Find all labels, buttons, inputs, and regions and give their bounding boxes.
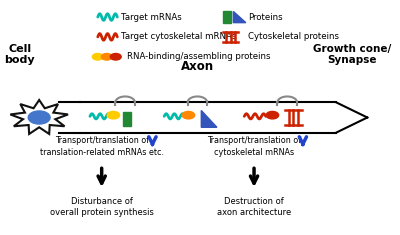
Circle shape [266,111,279,119]
Polygon shape [336,102,367,133]
Text: Growth cone/
Synapse: Growth cone/ Synapse [312,44,391,65]
Text: Cytoskeletal proteins: Cytoskeletal proteins [248,32,339,41]
Text: RNA-binding/assembling proteins: RNA-binding/assembling proteins [127,52,270,61]
Circle shape [107,111,120,119]
Circle shape [182,111,195,119]
Text: Axon: Axon [181,60,214,73]
Circle shape [101,54,112,60]
Text: Transport/translation of
cytoskeletal mRNAs: Transport/translation of cytoskeletal mR… [207,137,301,157]
Circle shape [28,111,50,124]
Circle shape [92,54,103,60]
Text: Proteins: Proteins [248,12,283,22]
Text: Cell
body: Cell body [4,44,35,65]
Text: Target mRNAs: Target mRNAs [121,12,182,22]
Polygon shape [10,100,68,134]
Circle shape [110,54,121,60]
Text: Transport/translation of
translation-related mRNAs etc.: Transport/translation of translation-rel… [40,137,164,157]
Bar [123,112,131,126]
Text: Disturbance of
overall protein synthesis: Disturbance of overall protein synthesis [50,197,154,217]
Polygon shape [233,12,246,23]
Text: Destruction of
axon architecture: Destruction of axon architecture [217,197,291,217]
Bar [223,12,231,23]
Polygon shape [80,102,336,133]
Polygon shape [201,110,217,127]
Text: Target cytoskeletal mRNAs: Target cytoskeletal mRNAs [121,32,236,41]
